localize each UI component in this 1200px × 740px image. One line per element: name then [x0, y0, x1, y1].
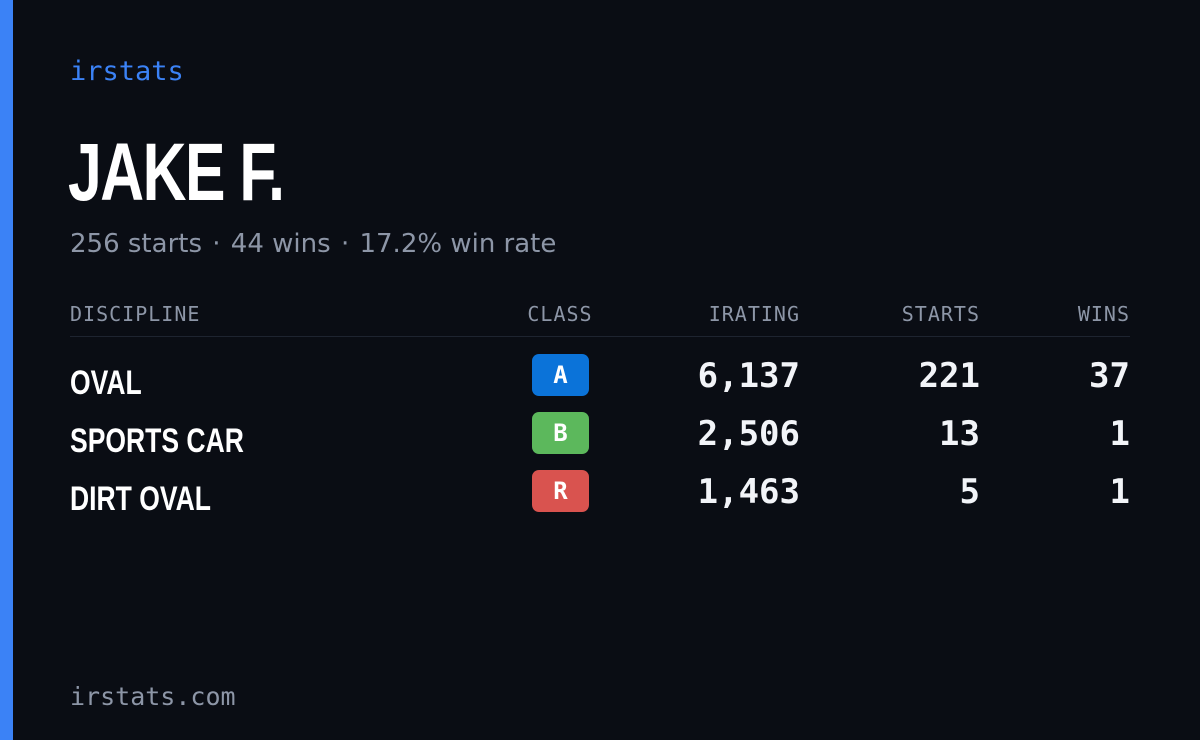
separator: · — [340, 229, 350, 259]
header-divider — [70, 336, 1130, 337]
class-badge: R — [532, 470, 589, 512]
driver-summary: 256 starts · 44 wins · 17.2% win rate — [70, 229, 556, 259]
win-rate-summary: 17.2% win rate — [359, 229, 557, 259]
discipline-name: OVAL — [70, 364, 142, 402]
column-header-starts: STARTS — [901, 302, 980, 326]
brand-logo: irstats — [70, 56, 184, 87]
starts-value: 5 — [959, 472, 980, 512]
wins-value: 37 — [1089, 356, 1130, 396]
irating-value: 1,463 — [697, 472, 800, 512]
column-header-discipline: DISCIPLINE — [70, 302, 201, 326]
column-header-irating: IRATING — [708, 302, 800, 326]
class-badge: A — [532, 354, 589, 396]
starts-value: 221 — [918, 356, 980, 396]
table-row: DIRT OVAL R 1,463 5 1 — [0, 470, 1200, 528]
irating-value: 6,137 — [697, 356, 800, 396]
starts-value: 13 — [939, 414, 980, 454]
starts-summary: 256 starts — [70, 229, 202, 259]
wins-value: 1 — [1109, 414, 1130, 454]
table-row: SPORTS CAR B 2,506 13 1 — [0, 412, 1200, 470]
footer-site-url: irstats.com — [70, 682, 236, 711]
class-badge: B — [532, 412, 589, 454]
discipline-name: DIRT OVAL — [70, 480, 211, 518]
wins-summary: 44 wins — [230, 229, 331, 259]
column-header-wins: WINS — [1077, 302, 1130, 326]
separator: · — [212, 229, 221, 259]
driver-name: JAKE F. — [68, 127, 285, 218]
irating-value: 2,506 — [697, 414, 800, 454]
table-row: OVAL A 6,137 221 37 — [0, 354, 1200, 412]
column-header-class: CLASS — [527, 302, 593, 326]
discipline-name: SPORTS CAR — [70, 422, 244, 460]
accent-bar — [0, 0, 13, 740]
wins-value: 1 — [1109, 472, 1130, 512]
